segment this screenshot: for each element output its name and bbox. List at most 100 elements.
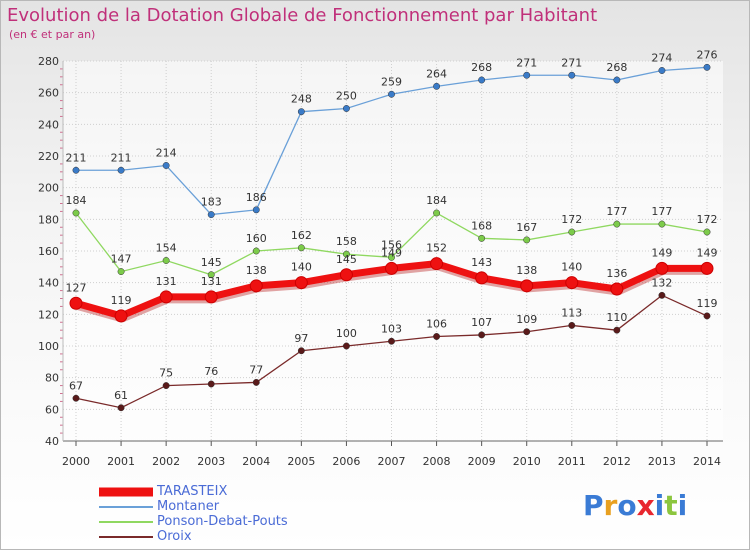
brand-letter: P: [583, 489, 604, 522]
brand-logo: Proxiti: [583, 489, 687, 522]
data-point-oroix: [342, 342, 350, 350]
data-label-tarasteix: 131: [156, 275, 177, 288]
y-tick-label: 180: [38, 213, 59, 226]
data-point-oroix: [523, 328, 531, 336]
x-tick-label: 2009: [468, 455, 496, 468]
legend-label: Oroix: [157, 529, 192, 544]
y-tick-label: 80: [45, 372, 59, 385]
data-label-oroix: 109: [516, 313, 537, 326]
data-label-oroix: 103: [381, 322, 402, 335]
data-label-tarasteix: 149: [381, 246, 402, 259]
y-tick-label: 40: [45, 435, 59, 448]
x-tick-label: 2006: [332, 455, 360, 468]
data-point-montaner: [207, 211, 215, 219]
y-tick-label: 120: [38, 308, 59, 321]
data-label-montaner: 259: [381, 75, 402, 88]
data-point-oroix: [72, 394, 80, 402]
data-point-tarasteix: [204, 290, 218, 304]
data-label-ponson-debat-pouts: 147: [111, 253, 132, 266]
y-tick-label: 260: [38, 87, 59, 100]
data-point-montaner: [162, 162, 170, 169]
data-point-tarasteix: [430, 257, 444, 271]
data-point-oroix: [162, 382, 170, 390]
data-point-ponson-debat-pouts: [162, 257, 170, 264]
legend-swatch: [99, 505, 153, 508]
data-point-montaner: [388, 90, 395, 98]
x-tick-label: 2010: [513, 455, 541, 468]
data-point-montaner: [433, 82, 441, 90]
data-point-oroix: [252, 378, 260, 386]
data-point-tarasteix: [655, 261, 669, 275]
data-point-tarasteix: [475, 271, 489, 285]
data-label-montaner: 183: [201, 196, 222, 209]
data-point-ponson-debat-pouts: [207, 271, 215, 279]
y-tick-label: 140: [38, 277, 59, 290]
data-label-tarasteix: 152: [426, 242, 447, 255]
x-tick-label: 2011: [558, 455, 586, 468]
data-point-ponson-debat-pouts: [388, 253, 395, 261]
legend-swatch: [99, 520, 153, 523]
data-label-montaner: 276: [697, 48, 718, 61]
data-point-ponson-debat-pouts: [568, 228, 576, 236]
data-point-montaner: [297, 108, 305, 116]
data-label-oroix: 100: [336, 327, 357, 340]
data-label-tarasteix: 145: [336, 253, 357, 266]
brand-letter: t: [664, 489, 678, 522]
data-label-ponson-debat-pouts: 160: [246, 232, 267, 245]
legend-label: Ponson-Debat-Pouts: [157, 514, 288, 529]
data-point-oroix: [703, 312, 711, 320]
data-point-montaner: [613, 76, 621, 84]
chart-title: Evolution de la Dotation Globale de Fonc…: [7, 5, 598, 26]
data-label-oroix: 132: [651, 276, 672, 289]
data-point-ponson-debat-pouts: [72, 209, 80, 217]
data-point-oroix: [388, 337, 395, 345]
data-label-montaner: 271: [561, 56, 582, 69]
data-point-montaner: [72, 166, 80, 174]
data-label-ponson-debat-pouts: 145: [201, 256, 222, 269]
data-point-oroix: [433, 333, 441, 340]
data-point-montaner: [478, 76, 486, 84]
data-point-montaner: [252, 206, 260, 214]
data-point-oroix: [117, 404, 125, 412]
data-point-oroix: [613, 326, 621, 334]
data-point-oroix: [658, 291, 666, 299]
y-tick-label: 60: [45, 403, 59, 416]
x-tick-label: 2004: [242, 455, 270, 468]
brand-letter: x: [636, 489, 655, 522]
data-label-oroix: 119: [697, 297, 718, 310]
data-point-ponson-debat-pouts: [523, 236, 531, 244]
data-label-ponson-debat-pouts: 154: [156, 242, 177, 255]
data-point-ponson-debat-pouts: [613, 220, 621, 228]
data-label-tarasteix: 119: [111, 294, 132, 307]
data-label-ponson-debat-pouts: 168: [471, 219, 492, 232]
data-label-tarasteix: 140: [291, 261, 312, 274]
brand-letter: o: [617, 489, 637, 522]
x-tick-label: 2002: [152, 455, 180, 468]
data-label-oroix: 75: [159, 367, 173, 380]
data-point-oroix: [568, 321, 576, 329]
data-label-montaner: 268: [471, 61, 492, 74]
data-point-tarasteix: [249, 279, 263, 293]
data-label-oroix: 110: [606, 311, 627, 324]
data-point-ponson-debat-pouts: [297, 244, 305, 252]
x-tick-label: 2000: [62, 455, 90, 468]
data-point-oroix: [478, 331, 486, 339]
data-label-montaner: 264: [426, 67, 447, 80]
data-point-montaner: [568, 71, 576, 79]
data-label-tarasteix: 140: [561, 261, 582, 274]
data-label-montaner: 186: [246, 191, 267, 204]
data-label-ponson-debat-pouts: 156: [381, 238, 402, 251]
data-label-tarasteix: 143: [471, 256, 492, 269]
legend-swatch: [99, 487, 153, 496]
data-point-tarasteix: [159, 290, 173, 304]
legend-label: TARASTEIX: [157, 484, 228, 499]
data-label-oroix: 113: [561, 306, 582, 319]
chart-subtitle: (en € et par an): [9, 28, 96, 41]
data-label-ponson-debat-pouts: 162: [291, 229, 312, 242]
y-tick-label: 200: [38, 182, 59, 195]
data-point-tarasteix: [565, 276, 579, 290]
data-point-tarasteix: [339, 268, 353, 282]
data-label-tarasteix: 131: [201, 275, 222, 288]
data-label-oroix: 67: [69, 379, 83, 392]
